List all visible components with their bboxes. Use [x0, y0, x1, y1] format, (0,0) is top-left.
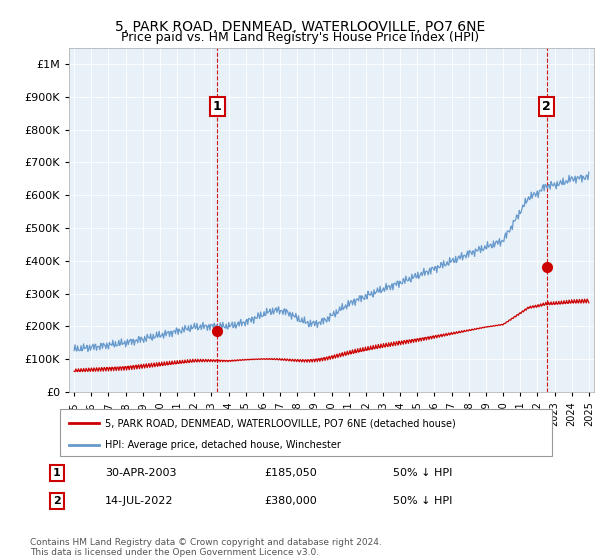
Text: £185,050: £185,050 [264, 468, 317, 478]
Text: 5, PARK ROAD, DENMEAD, WATERLOOVILLE, PO7 6NE: 5, PARK ROAD, DENMEAD, WATERLOOVILLE, PO… [115, 20, 485, 34]
Text: 50% ↓ HPI: 50% ↓ HPI [393, 496, 452, 506]
Text: 2: 2 [53, 496, 61, 506]
Text: 2: 2 [542, 100, 551, 113]
Text: Price paid vs. HM Land Registry's House Price Index (HPI): Price paid vs. HM Land Registry's House … [121, 31, 479, 44]
Text: 50% ↓ HPI: 50% ↓ HPI [393, 468, 452, 478]
Text: 14-JUL-2022: 14-JUL-2022 [105, 496, 173, 506]
Text: 1: 1 [53, 468, 61, 478]
Text: £380,000: £380,000 [264, 496, 317, 506]
Text: 1: 1 [212, 100, 221, 113]
Text: 5, PARK ROAD, DENMEAD, WATERLOOVILLE, PO7 6NE (detached house): 5, PARK ROAD, DENMEAD, WATERLOOVILLE, PO… [105, 418, 456, 428]
Text: Contains HM Land Registry data © Crown copyright and database right 2024.
This d: Contains HM Land Registry data © Crown c… [30, 538, 382, 557]
Text: 30-APR-2003: 30-APR-2003 [105, 468, 176, 478]
Text: HPI: Average price, detached house, Winchester: HPI: Average price, detached house, Winc… [105, 440, 341, 450]
